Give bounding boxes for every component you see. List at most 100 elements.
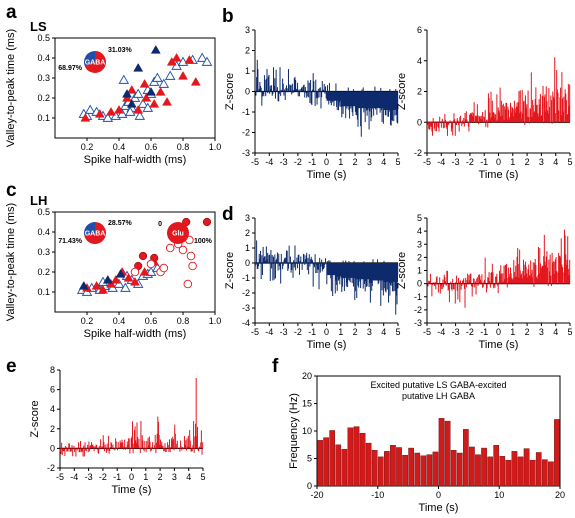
y-tick-label: 0 — [417, 117, 422, 127]
x-axis-label: Spike half-width (ms) — [84, 154, 187, 166]
x-tick-label: 0 — [129, 472, 134, 482]
pie-slice — [84, 222, 106, 244]
histogram-bar — [493, 445, 500, 487]
x-tick-label: -1 — [308, 157, 316, 167]
histogram-bar — [444, 420, 451, 487]
x-tick-label: -5 — [423, 157, 431, 167]
x-tick-label: -3 — [452, 157, 460, 167]
x-tick-label: -5 — [251, 157, 259, 167]
x-tick-label: -1 — [480, 157, 488, 167]
y-tick-label: 0.2 — [37, 267, 50, 277]
histogram-bar — [359, 433, 366, 487]
y-tick-label: 0.2 — [37, 93, 50, 103]
x-axis-label: Spike half-width (ms) — [84, 328, 187, 340]
y-tick-label: 3 — [245, 25, 250, 35]
y-tick-label: -2 — [242, 288, 250, 298]
y-axis-label: Z-score — [224, 252, 236, 289]
scatter-point — [138, 251, 148, 261]
y-tick-label: -2 — [242, 128, 250, 138]
pie-pct: 31.03% — [108, 47, 133, 54]
y-axis-label: Z-score — [29, 400, 41, 437]
x-tick-label: -1 — [308, 327, 316, 337]
pie-pct: 28.57% — [108, 220, 133, 227]
pie-slice — [167, 222, 189, 244]
x-tick-label: -3 — [85, 472, 93, 482]
x-tick-label: -4 — [70, 472, 78, 482]
scatter-point — [91, 280, 102, 290]
y-tick-label: -2 — [47, 463, 55, 473]
x-axis-label: Time (s) — [479, 169, 519, 181]
panel-letter-b: b — [222, 6, 234, 27]
histogram-bar — [475, 454, 481, 487]
histogram-bar — [463, 429, 469, 487]
chart-a: 0.2 0.4 0.6 0.8 1.0 0.1 0.2 0.3 0.4 0.5 Spike half… — [5, 19, 221, 166]
x-tick-label: 3 — [172, 472, 177, 482]
y-tick-label: 1 — [245, 66, 250, 76]
x-tick-label: 2 — [525, 327, 530, 337]
x-tick-label: 0 — [324, 157, 329, 167]
histogram-bar — [341, 448, 348, 487]
y-tick-label: 10 — [302, 426, 312, 436]
scatter-point — [137, 98, 149, 108]
y-axis-label: Valley-to-peak time (ms) — [5, 203, 17, 321]
scatter-point — [190, 76, 201, 86]
y-tick-label: 0 — [307, 481, 312, 491]
scatter-point — [159, 263, 169, 273]
x-tick-label: 1 — [510, 157, 515, 167]
histogram-bar — [384, 451, 390, 487]
histogram-bar — [390, 445, 396, 487]
plot-frame — [54, 37, 216, 139]
trace-fill — [326, 263, 398, 282]
y-tick-label: 6 — [417, 25, 422, 35]
x-tick-label: 3 — [539, 327, 544, 337]
x-tick-label: 2 — [158, 472, 163, 482]
y-tick-label: 5 — [417, 213, 422, 223]
pie-label-glu: Glu — [172, 231, 184, 238]
y-tick-label: -1 — [242, 107, 250, 117]
x-tick-label: 4 — [553, 157, 558, 167]
x-tick-label: -2 — [466, 157, 474, 167]
y-tick-label: 15 — [302, 399, 312, 409]
histogram-bar — [402, 455, 408, 487]
pie-pct: 68.97% — [58, 65, 83, 72]
scatter-point — [178, 245, 188, 255]
y-tick-label: -4 — [242, 318, 250, 328]
x-tick-label: 3 — [367, 157, 372, 167]
y-tick-label: 2 — [417, 252, 422, 262]
histogram-bar — [377, 456, 384, 487]
x-tick-label: 2 — [353, 327, 358, 337]
scatter-point — [158, 78, 170, 88]
scatter-point — [126, 84, 137, 94]
scatter-point — [139, 78, 150, 88]
scatter-point — [141, 92, 152, 102]
x-tick-label: -4 — [265, 157, 273, 167]
y-tick-label: 2 — [417, 87, 422, 97]
scatter-point — [78, 280, 89, 290]
scatter-point — [178, 70, 188, 80]
histogram-bar — [505, 459, 512, 487]
x-tick-label: 0.6 — [145, 142, 158, 152]
y-tick-label: 0 — [50, 443, 55, 453]
x-tick-label: 4 — [186, 472, 191, 482]
x-tick-label: 0.8 — [177, 142, 190, 152]
chart-title: putative LH GABA — [402, 391, 475, 401]
y-tick-label: 0.4 — [37, 227, 50, 237]
histogram-bar — [426, 454, 433, 487]
x-axis-label: Time (s) — [307, 169, 347, 181]
y-axis-label: Z-score — [224, 73, 236, 110]
x-tick-label: 10 — [494, 490, 504, 500]
y-tick-label: 0.1 — [37, 287, 50, 297]
scatter-point — [188, 261, 197, 271]
pie-label: GABA — [85, 60, 106, 67]
chart-c: 0.2 0.4 0.6 0.8 1.0 0.1 0.2 0.3 0.4 0.5 Spike half… — [5, 193, 221, 340]
chart-f: -20 -10 0 10 20 0 5 10 15 20 Time (s) Frequency (Hz… — [288, 371, 565, 514]
histogram-bar — [365, 442, 372, 487]
y-tick-label: 2 — [245, 228, 250, 238]
panel-letter-f: f — [272, 356, 279, 377]
y-tick-label: 0 — [245, 87, 250, 97]
scatter-point — [102, 112, 114, 122]
scatter-point — [150, 44, 161, 54]
x-tick-label: -4 — [437, 327, 445, 337]
y-tick-label: -3 — [242, 148, 250, 158]
